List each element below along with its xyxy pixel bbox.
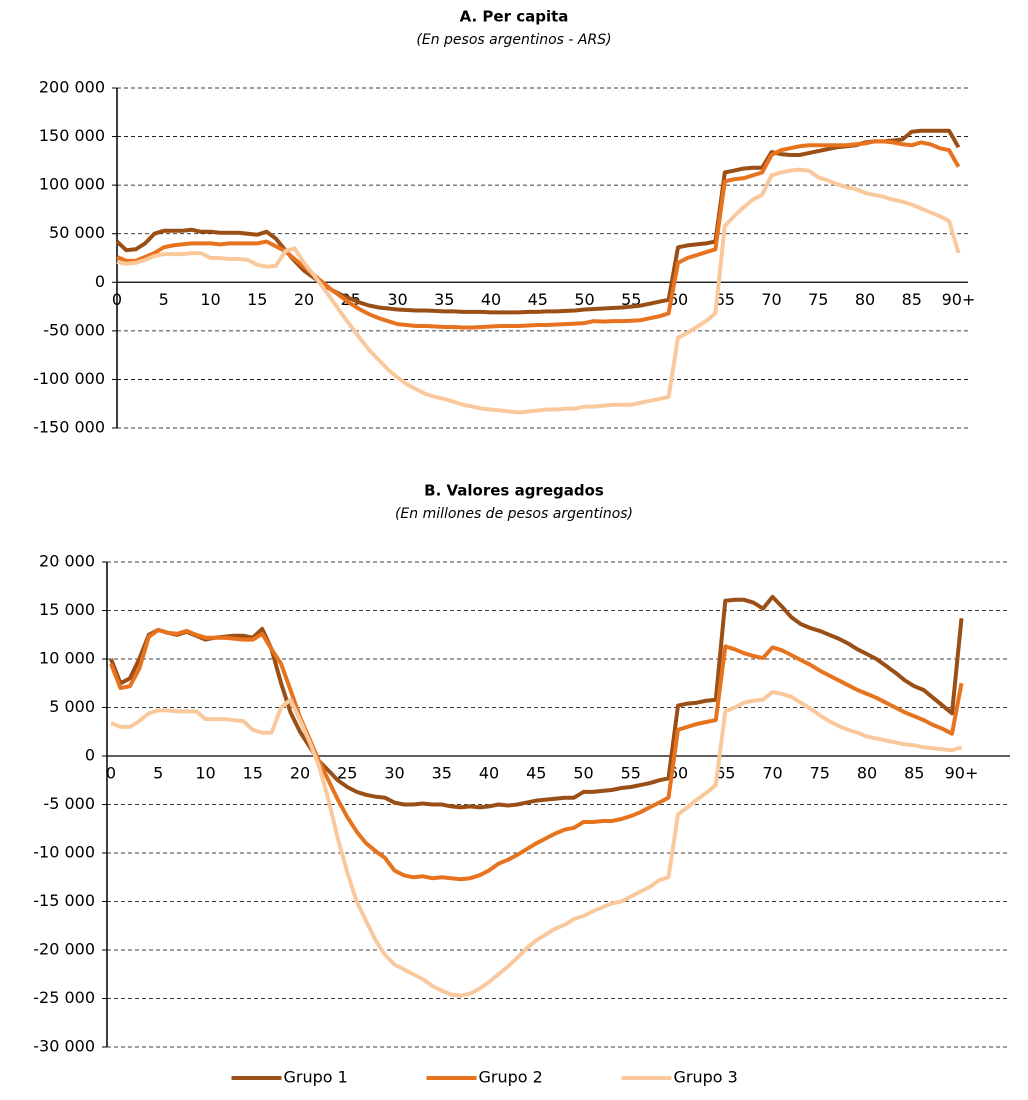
x-tick-label: 65 [715, 290, 735, 309]
x-tick-label: 35 [432, 764, 452, 783]
x-tick-label: 30 [387, 290, 407, 309]
y-tick-label: -150 000 [33, 418, 105, 437]
x-tick-label: 70 [761, 290, 781, 309]
x-tick-label: 20 [294, 290, 314, 309]
x-tick-label: 75 [810, 764, 830, 783]
series-line [109, 627, 964, 882]
legend-label: Grupo 1 [284, 1068, 348, 1087]
x-tick-label: 50 [574, 290, 594, 309]
x-tick-label: 30 [384, 764, 404, 783]
x-tick-label: 50 [573, 764, 593, 783]
x-tick-label: 15 [243, 764, 263, 783]
y-tick-label: -15 000 [33, 891, 95, 910]
x-tick-label: 45 [526, 764, 546, 783]
x-tick-label: 75 [808, 290, 828, 309]
x-tick-label: 25 [337, 764, 357, 783]
y-tick-label: -25 000 [33, 988, 95, 1007]
x-tick-label: 85 [902, 290, 922, 309]
x-tick-label: 15 [247, 290, 267, 309]
x-tick-label: 20 [290, 764, 310, 783]
x-tick-label: 40 [481, 290, 501, 309]
x-tick-label: 90+ [942, 290, 976, 309]
y-tick-label: -100 000 [33, 369, 105, 388]
chart-subtitle: (En pesos argentinos - ARS) [416, 32, 611, 48]
x-tick-label: 0 [106, 764, 116, 783]
y-tick-label: -20 000 [33, 940, 95, 959]
x-tick-label: 0 [112, 290, 122, 309]
x-tick-label: 40 [479, 764, 499, 783]
x-tick-label: 10 [200, 290, 220, 309]
y-tick-label: 200 000 [39, 78, 105, 97]
x-tick-label: 85 [904, 764, 924, 783]
y-tick-label: 100 000 [39, 175, 105, 194]
x-tick-label: 35 [434, 290, 454, 309]
x-tick-label: 45 [528, 290, 548, 309]
y-tick-label: 10 000 [39, 649, 95, 668]
x-tick-label: 80 [855, 290, 875, 309]
x-tick-label: 70 [762, 764, 782, 783]
y-tick-label: -50 000 [43, 320, 105, 339]
legend-label: Grupo 3 [674, 1068, 738, 1087]
chart-title: A. Per capita [460, 8, 569, 26]
x-tick-label: 55 [621, 764, 641, 783]
x-tick-label: 90+ [945, 764, 979, 783]
y-tick-label: 5 000 [49, 697, 95, 716]
x-tick-label: 55 [621, 290, 641, 309]
x-tick-label: 5 [159, 290, 169, 309]
series-line [116, 167, 961, 415]
y-tick-label: -5 000 [43, 794, 95, 813]
y-tick-label: -10 000 [33, 843, 95, 862]
legend-label: Grupo 2 [479, 1068, 543, 1087]
chart-subtitle: (En millones de pesos argentinos) [395, 506, 633, 522]
y-tick-label: 0 [85, 746, 95, 765]
x-tick-label: 5 [153, 764, 163, 783]
y-tick-label: 50 000 [49, 223, 105, 242]
y-tick-label: 20 000 [39, 552, 95, 571]
y-tick-label: 15 000 [39, 600, 95, 619]
x-tick-label: 10 [195, 764, 215, 783]
chart-title: B. Valores agregados [424, 482, 604, 500]
series-line [110, 690, 963, 998]
y-tick-label: -30 000 [33, 1037, 95, 1056]
x-tick-label: 80 [857, 764, 877, 783]
y-tick-label: 150 000 [39, 126, 105, 145]
x-tick-label: 65 [715, 764, 735, 783]
series-line [116, 139, 961, 330]
y-tick-label: 0 [95, 272, 105, 291]
series-line [115, 128, 961, 315]
